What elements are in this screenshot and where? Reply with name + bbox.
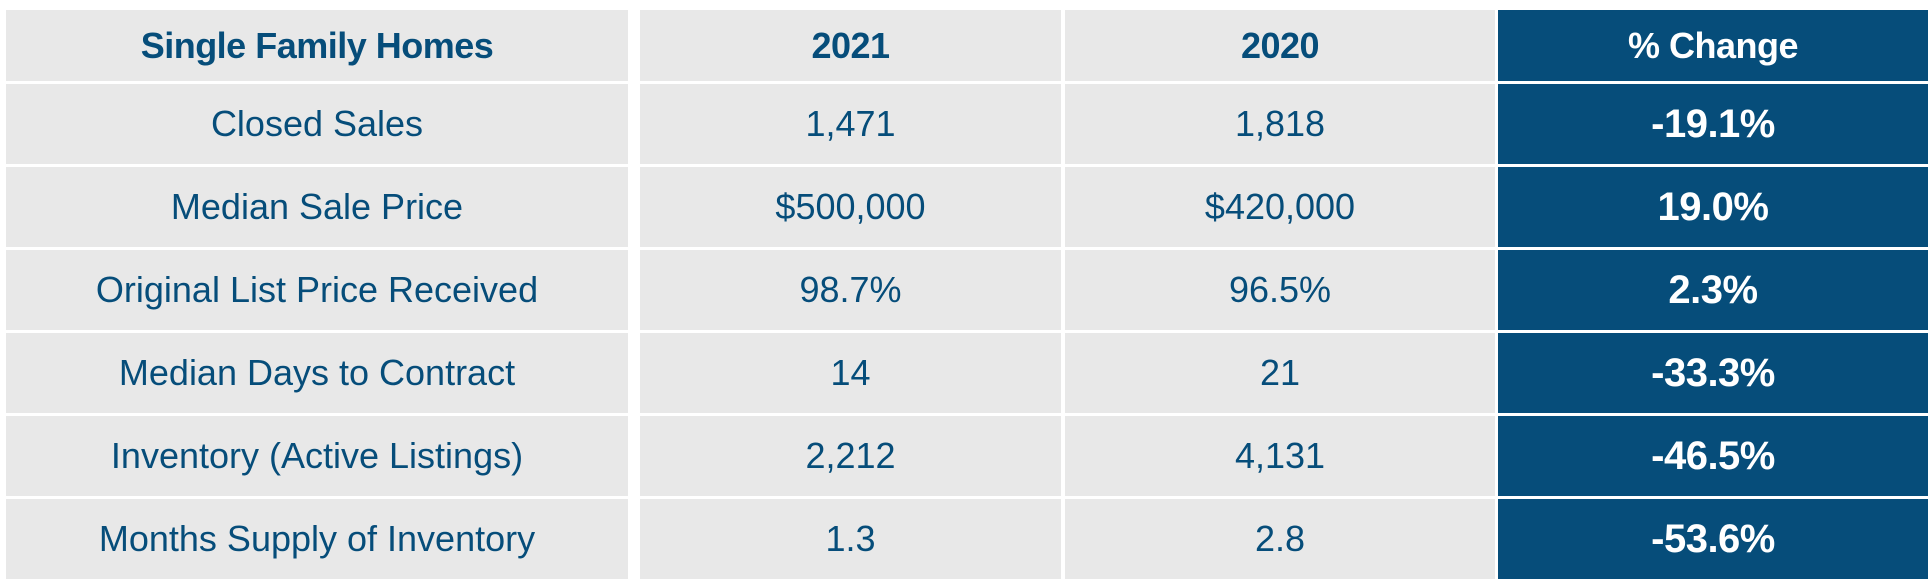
row-label: Months Supply of Inventory <box>6 499 628 579</box>
row-label: Closed Sales <box>6 84 628 164</box>
value-2020: 2.8 <box>1065 499 1495 579</box>
value-2020: 4,131 <box>1065 416 1495 496</box>
row-label: Original List Price Received <box>6 250 628 330</box>
value-percent-change: 2.3% <box>1498 250 1928 330</box>
header-2020: 2020 <box>1065 10 1495 81</box>
value-percent-change: -19.1% <box>1498 84 1928 164</box>
value-2021: 2,212 <box>640 416 1061 496</box>
header-category: Single Family Homes <box>6 10 628 81</box>
value-percent-change: -53.6% <box>1498 499 1928 579</box>
value-2020: 1,818 <box>1065 84 1495 164</box>
value-2021: 98.7% <box>640 250 1061 330</box>
value-2020: 21 <box>1065 333 1495 413</box>
value-percent-change: 19.0% <box>1498 167 1928 247</box>
header-percent-change: % Change <box>1498 10 1928 81</box>
value-percent-change: -33.3% <box>1498 333 1928 413</box>
value-percent-change: -46.5% <box>1498 416 1928 496</box>
value-2021: $500,000 <box>640 167 1061 247</box>
value-2020: $420,000 <box>1065 167 1495 247</box>
row-label: Median Days to Contract <box>6 333 628 413</box>
header-2021: 2021 <box>640 10 1061 81</box>
value-2021: 14 <box>640 333 1061 413</box>
row-label: Inventory (Active Listings) <box>6 416 628 496</box>
value-2021: 1.3 <box>640 499 1061 579</box>
value-2020: 96.5% <box>1065 250 1495 330</box>
row-label: Median Sale Price <box>6 167 628 247</box>
value-2021: 1,471 <box>640 84 1061 164</box>
